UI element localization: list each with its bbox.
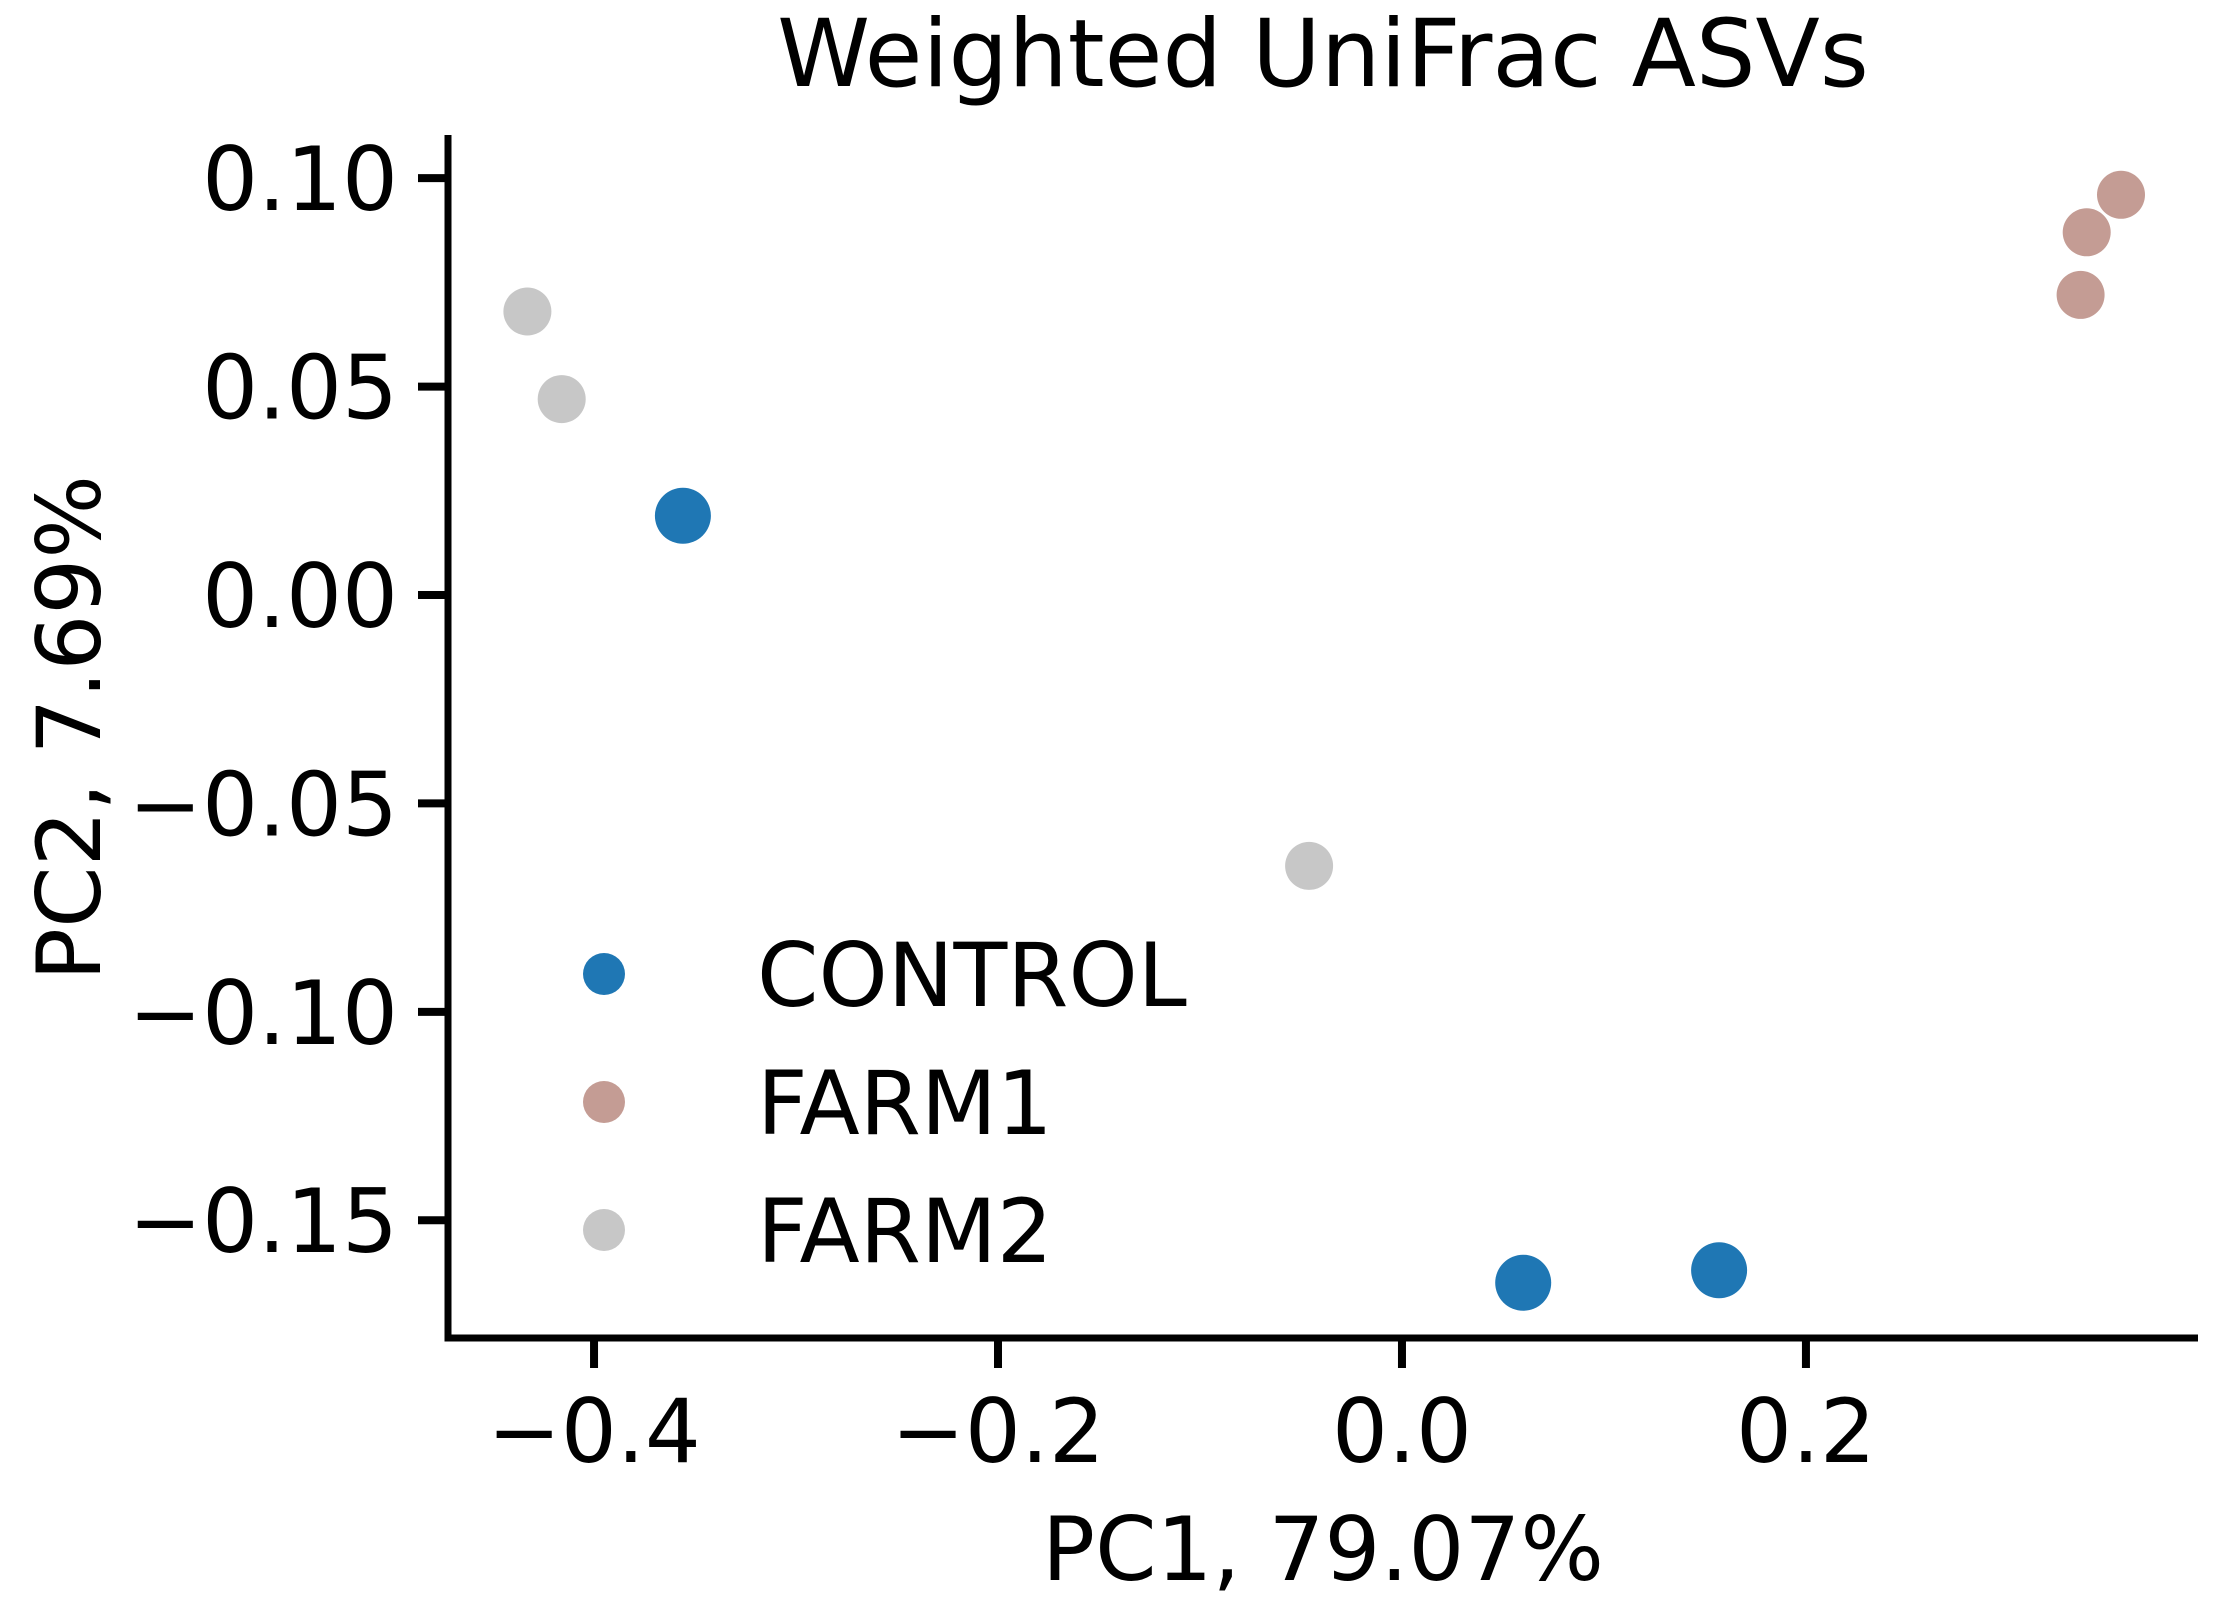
x-tick-label: 0.0 — [1332, 1380, 1472, 1483]
legend-marker-farm2 — [583, 1209, 625, 1251]
axes-spines — [444, 135, 2198, 1342]
x-axis-label: PC1, 79.07% — [1042, 1498, 1604, 1601]
data-point-farm2 — [537, 375, 586, 424]
data-point-control — [1691, 1242, 1748, 1299]
data-point-control — [1495, 1254, 1552, 1311]
data-point-farm1 — [2062, 208, 2111, 257]
y-tick-label: −0.15 — [128, 1170, 398, 1273]
data-point-farm1 — [2056, 270, 2105, 319]
legend-marker-farm1 — [583, 1081, 625, 1123]
x-tick-label: −0.2 — [891, 1380, 1105, 1483]
y-tick-label: 0.00 — [202, 545, 398, 648]
x-axis-ticks: −0.4 −0.2 0.0 0.2 — [487, 1338, 1876, 1483]
data-point-farm1 — [2097, 170, 2145, 219]
legend: CONTROL FARM1 FARM2 — [583, 924, 1187, 1283]
y-axis-label: PC2, 7.69% — [18, 475, 121, 981]
legend-label-farm1: FARM1 — [757, 1052, 1053, 1155]
scatter-points — [503, 170, 2145, 1311]
legend-marker-control — [583, 953, 625, 995]
data-point-farm2 — [1285, 841, 1334, 890]
x-tick-label: 0.2 — [1736, 1380, 1876, 1483]
chart-title: Weighted UniFrac ASVs — [777, 0, 1869, 109]
legend-label-control: CONTROL — [757, 924, 1187, 1027]
y-tick-label: −0.10 — [128, 962, 398, 1065]
x-tick-label: −0.4 — [487, 1380, 701, 1483]
y-tick-label: −0.05 — [128, 753, 398, 856]
y-tick-label: 0.05 — [202, 337, 398, 440]
y-axis-ticks: 0.10 0.05 0.00 −0.05 −0.10 −0.15 — [128, 128, 448, 1273]
legend-label-farm2: FARM2 — [757, 1180, 1053, 1283]
data-point-control — [654, 487, 711, 544]
y-tick-label: 0.10 — [202, 128, 398, 231]
data-point-farm2 — [503, 287, 552, 336]
